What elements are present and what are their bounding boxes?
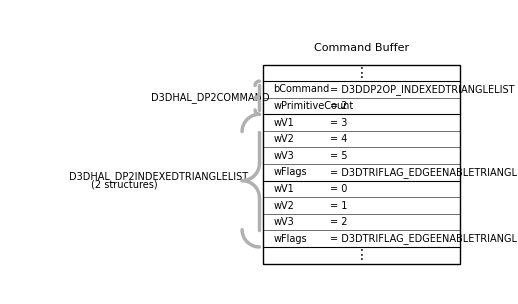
Text: = 2: = 2 [330, 217, 348, 227]
Text: = D3DTRIFLAG_EDGEENABLETRIANGLE: = D3DTRIFLAG_EDGEENABLETRIANGLE [330, 233, 518, 244]
Text: D3DHAL_DP2COMMAND: D3DHAL_DP2COMMAND [151, 92, 270, 103]
Text: Command Buffer: Command Buffer [314, 43, 409, 53]
Text: wV3: wV3 [274, 217, 294, 227]
Text: = 2: = 2 [330, 101, 348, 111]
Text: D3DHAL_DP2INDEXEDTRIANGLELIST: D3DHAL_DP2INDEXEDTRIANGLELIST [69, 171, 248, 182]
Text: ⋮: ⋮ [355, 248, 369, 262]
Text: = D3DDP2OP_INDEXEDTRIANGLELIST: = D3DDP2OP_INDEXEDTRIANGLELIST [330, 84, 515, 95]
Text: = 0: = 0 [330, 184, 348, 194]
Text: wFlags: wFlags [274, 234, 307, 244]
Text: wFlags: wFlags [274, 167, 307, 177]
Text: = 4: = 4 [330, 134, 348, 144]
Bar [264, 64, 460, 264]
Text: wPrimitiveCount: wPrimitiveCount [274, 101, 354, 111]
Text: = 1: = 1 [330, 201, 348, 210]
Text: wV2: wV2 [274, 134, 294, 144]
Text: wV1: wV1 [274, 184, 294, 194]
Text: = 3: = 3 [330, 118, 348, 128]
Text: = D3DTRIFLAG_EDGEENABLETRIANGLE: = D3DTRIFLAG_EDGEENABLETRIANGLE [330, 167, 518, 178]
Text: wV3: wV3 [274, 151, 294, 161]
Text: wV2: wV2 [274, 201, 294, 210]
Text: ⋮: ⋮ [355, 66, 369, 80]
Text: bCommand: bCommand [274, 85, 330, 95]
Text: wV1: wV1 [274, 118, 294, 128]
Text: = 5: = 5 [330, 151, 348, 161]
Text: (2 structures): (2 structures) [91, 180, 157, 190]
